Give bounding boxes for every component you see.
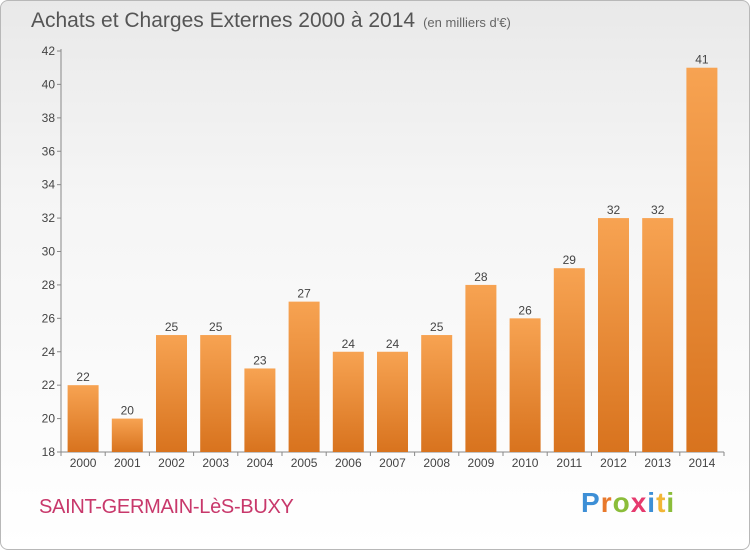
data-label: 25 [209,320,223,334]
logo-letter: r [600,487,613,518]
x-tick-label: 2011 [556,456,582,470]
x-tick-label: 2007 [379,456,406,470]
y-tick-label: 42 [42,44,56,58]
chart-subtitle: (en milliers d'€) [423,15,511,30]
data-label: 23 [253,353,267,367]
data-label: 20 [121,404,135,418]
y-tick-label: 24 [42,345,56,359]
x-tick-label: 2002 [158,456,185,470]
y-tick-label: 30 [42,245,56,259]
data-label: 24 [342,337,356,351]
data-label: 22 [76,370,90,384]
bar [421,335,453,452]
x-tick-label: 2004 [247,456,274,470]
bar [332,351,364,452]
bars [67,67,718,452]
logo-letter: t [656,487,667,518]
logo-letter: i [666,487,676,518]
bar [465,284,497,452]
bar [156,335,187,452]
proxiti-logo: Proxiti [581,487,675,519]
data-label: 41 [695,53,709,67]
data-label: 25 [165,320,179,334]
bar [553,268,585,452]
x-tick-label: 2009 [468,456,495,470]
data-label: 32 [651,203,665,217]
x-tick-label: 2014 [689,456,716,470]
bar [288,301,320,452]
bar [200,335,232,452]
x-tick-label: 2008 [423,456,450,470]
x-tick-label: 2006 [335,456,362,470]
logo-letter: x [630,487,648,518]
bar [598,218,629,452]
data-label: 26 [518,303,532,317]
x-tick-label: 2000 [70,456,97,470]
x-tick-label: 2013 [644,456,671,470]
data-label: 32 [607,203,621,217]
y-tick-label: 26 [42,311,56,325]
bar [686,67,718,452]
y-tick-label: 20 [42,412,56,426]
bar [377,351,408,452]
data-label: 25 [430,320,444,334]
bar [244,368,276,452]
y-tick-label: 40 [42,77,56,91]
logo-letter: o [612,487,631,518]
y-tick-label: 28 [42,278,56,292]
y-tick-label: 36 [42,144,56,158]
chart-title-line: Achats et Charges Externes 2000 à 2014 (e… [31,9,511,33]
y-tick-label: 22 [42,378,56,392]
x-tick-label: 2001 [114,456,141,470]
data-labels: 22 20 25 25 23 27 24 24 25 28 26 29 32 32 41 [76,53,708,418]
y-tick-label: 38 [42,111,56,125]
city-name: SAINT-GERMAIN-LèS-BUXY [39,496,294,518]
bar [509,318,541,452]
x-tick-label: 2005 [291,456,318,470]
data-label: 27 [297,287,311,301]
y-tick-label: 34 [42,178,56,192]
bar [111,418,143,452]
data-label: 29 [563,253,577,267]
logo-letter: P [581,487,601,518]
y-tick-label: 32 [42,211,56,225]
logo-letter: i [647,487,657,518]
chart-title: Achats et Charges Externes 2000 à 2014 [31,9,416,32]
data-label: 28 [474,270,488,284]
y-tick-label: 18 [42,445,56,459]
x-tick-label: 2010 [512,456,539,470]
bar [67,385,99,452]
data-label: 24 [386,337,400,351]
x-tick-label: 2003 [202,456,229,470]
x-tick-label: 2012 [600,456,627,470]
bar [642,218,674,452]
